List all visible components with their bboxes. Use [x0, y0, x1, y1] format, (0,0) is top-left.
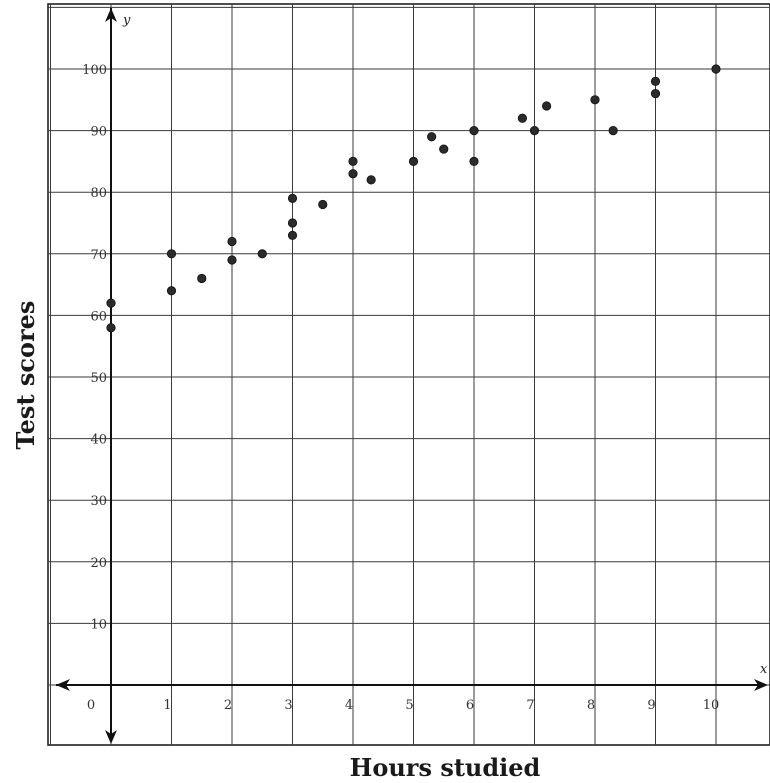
y-tick-label: 80 [90, 186, 107, 201]
data-point [227, 236, 237, 247]
data-point [711, 64, 721, 74]
data-point [366, 175, 376, 185]
y-tick-label: 20 [90, 556, 107, 571]
x-tick-label: 9 [647, 698, 655, 713]
y-tick-label: 90 [90, 125, 107, 140]
x-axis-arrow-left [56, 679, 70, 691]
y-axis-symbol: y [122, 13, 131, 28]
x-axis-arrow-right [754, 679, 768, 691]
data-point [469, 126, 479, 136]
data-point [469, 156, 479, 166]
data-point [287, 218, 298, 228]
data-point [166, 286, 177, 296]
data-point [439, 144, 449, 154]
x-tick-label: 1 [163, 698, 171, 713]
data-point [529, 126, 540, 136]
x-tick-label: 4 [345, 698, 353, 713]
data-point [197, 273, 207, 284]
data-point [427, 132, 437, 142]
x-tick-label: 3 [284, 698, 292, 713]
data-point [287, 230, 298, 240]
data-point [541, 101, 552, 111]
data-point [166, 249, 177, 259]
y-tick-label: 10 [90, 617, 107, 632]
x-tick-label: 8 [587, 698, 595, 713]
data-points [106, 64, 721, 333]
y-axis-arrow-bottom [105, 730, 117, 744]
data-point [408, 156, 419, 166]
y-tick-label: 30 [90, 494, 107, 509]
data-point [227, 255, 237, 265]
x-tick-label: 5 [405, 698, 413, 713]
axes [56, 8, 768, 744]
data-point [348, 156, 358, 166]
grid [47, 3, 770, 746]
y-tick-label: 70 [90, 248, 107, 263]
data-point [257, 249, 267, 259]
data-point [590, 95, 600, 105]
data-point [287, 193, 298, 203]
data-point [106, 298, 116, 308]
y-axis-title: Test scores [11, 301, 40, 450]
plot-frame [47, 3, 770, 746]
data-point [517, 113, 528, 123]
y-tick-label: 60 [90, 309, 107, 324]
x-tick-label: 2 [224, 698, 232, 713]
y-axis-arrow-top [105, 8, 117, 22]
x-tick-label: 0 [87, 698, 95, 713]
y-tick-label: 50 [90, 371, 107, 386]
x-tick-label: 10 [703, 698, 720, 713]
y-tick-label: 100 [82, 63, 107, 78]
x-axis-title: Hours studied [350, 753, 541, 782]
data-point [608, 126, 618, 136]
data-point [650, 89, 661, 99]
tick-labels: 0 1 2 3 4 5 6 7 8 9 10 10 20 30 40 50 60 70 80 90 100 [82, 63, 719, 713]
data-point [106, 323, 116, 333]
x-tick-label: 7 [526, 698, 534, 713]
data-point [318, 199, 328, 210]
x-tick-label: 6 [466, 698, 474, 713]
x-axis-symbol: x [760, 662, 768, 677]
y-tick-label: 40 [90, 433, 107, 448]
data-point [650, 76, 661, 86]
data-point [348, 169, 358, 179]
